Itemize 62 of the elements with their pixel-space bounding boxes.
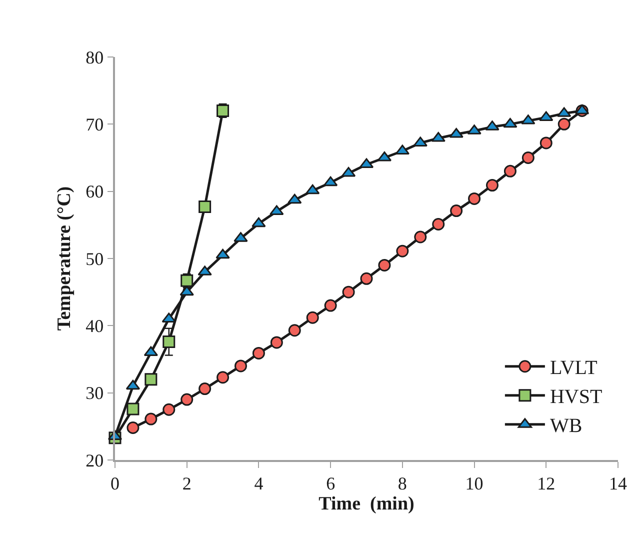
x-tick-label: 0 <box>110 473 120 494</box>
point <box>216 371 230 384</box>
point <box>144 412 158 426</box>
point <box>252 346 265 360</box>
point <box>198 200 212 214</box>
x-tick-label: 12 <box>537 473 556 494</box>
legend-label: HVST <box>550 386 602 408</box>
x-tick-label: 8 <box>398 473 407 494</box>
point <box>216 248 230 259</box>
point <box>306 184 320 194</box>
x-tick-label: 4 <box>254 473 264 494</box>
point <box>198 382 212 396</box>
y-axis-title: Temperature (°C) <box>54 186 75 331</box>
x-tick-label: 14 <box>609 473 627 494</box>
point <box>468 192 481 205</box>
point <box>162 403 176 416</box>
point <box>450 204 463 218</box>
point <box>180 393 194 406</box>
point <box>162 336 176 348</box>
x-tick-label: 2 <box>182 473 192 494</box>
point <box>360 272 373 285</box>
point <box>288 324 301 337</box>
point <box>395 144 410 155</box>
x-tick-label: 10 <box>465 473 484 494</box>
point <box>144 346 158 356</box>
point <box>126 422 140 434</box>
point <box>503 118 518 128</box>
point <box>270 336 283 349</box>
point <box>574 104 590 114</box>
point <box>252 217 266 228</box>
point <box>234 360 247 372</box>
point <box>288 194 302 204</box>
y-tick-label: 60 <box>86 182 104 202</box>
y-tick-label: 50 <box>86 248 104 269</box>
point <box>144 373 158 386</box>
point <box>414 230 427 244</box>
point <box>342 286 355 298</box>
point <box>324 299 337 312</box>
point <box>126 380 140 390</box>
x-axis-title: Time (min) <box>318 494 414 515</box>
y-tick-label: 70 <box>86 114 104 134</box>
point <box>449 128 464 138</box>
point <box>341 166 356 177</box>
x-tick-label: 6 <box>326 473 336 494</box>
y-tick-label: 20 <box>86 450 104 470</box>
point <box>504 164 516 178</box>
point <box>540 136 552 150</box>
point <box>432 218 445 230</box>
point <box>180 286 194 296</box>
point <box>378 258 391 272</box>
point <box>558 118 570 130</box>
point <box>522 152 534 164</box>
legend-label: LVLT <box>550 357 598 380</box>
legend-label: WB <box>550 415 582 438</box>
point <box>486 179 498 192</box>
point <box>126 402 140 416</box>
y-tick-label: 80 <box>86 47 104 68</box>
y-tick-label: 40 <box>86 316 104 336</box>
y-tick-label: 30 <box>86 383 104 404</box>
point <box>396 244 409 258</box>
point <box>323 176 338 186</box>
point <box>306 311 319 324</box>
